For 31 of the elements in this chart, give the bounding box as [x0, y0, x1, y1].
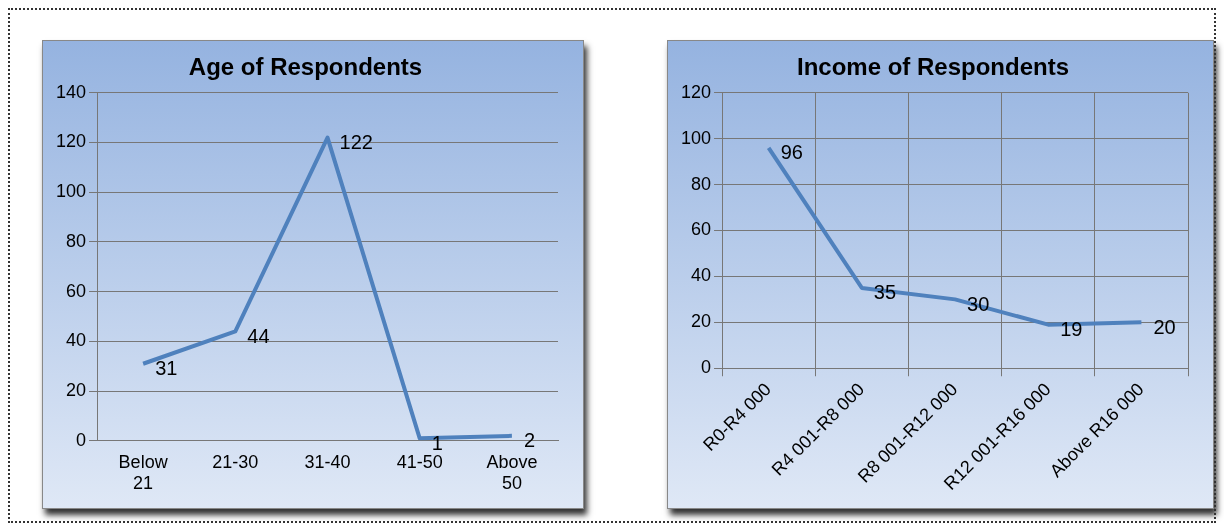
data-label: 96: [780, 141, 803, 164]
y-tick-label: 20: [66, 380, 87, 401]
x-tick-label: Above 50: [486, 451, 538, 494]
y-tick-label: 120: [680, 81, 712, 102]
data-label: 122: [339, 131, 373, 154]
data-label: 19: [1060, 318, 1083, 341]
y-tick-label: 120: [55, 131, 87, 152]
y-tick-label: 40: [66, 330, 87, 351]
x-tick-label: 41-50: [396, 451, 443, 472]
y-tick-label: 80: [66, 230, 87, 251]
x-tick-label: 31-40: [304, 451, 351, 472]
data-label: 30: [967, 292, 990, 315]
chart-title: Income of Respondents: [796, 53, 1070, 81]
data-label: 20: [1153, 315, 1176, 338]
chart-title: Age of Respondents: [188, 53, 423, 81]
data-label: 35: [873, 281, 897, 304]
y-tick-label: 100: [55, 181, 87, 202]
data-label: 44: [247, 324, 270, 347]
y-tick-label: 60: [691, 219, 712, 240]
y-tick-label: 140: [55, 81, 87, 102]
y-tick-label: 20: [691, 311, 712, 332]
y-tick-label: 80: [691, 173, 712, 194]
y-tick-label: 60: [66, 280, 87, 301]
data-label: 2: [523, 429, 536, 452]
data-label: 31: [155, 357, 178, 380]
x-tick-label: Below 21: [118, 451, 169, 494]
x-tick-label: 21-30: [212, 451, 259, 472]
y-tick-label: 0: [701, 357, 712, 378]
y-tick-label: 0: [76, 429, 87, 450]
y-tick-label: 100: [680, 127, 712, 148]
y-tick-label: 40: [691, 265, 712, 286]
